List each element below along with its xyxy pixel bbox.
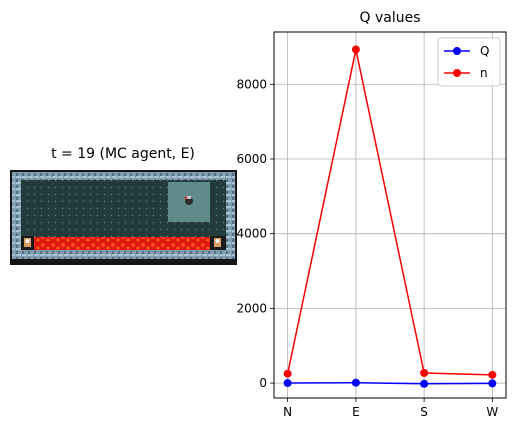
grid: [274, 32, 506, 398]
environment-title: t = 19 (MC agent, E): [51, 146, 195, 162]
data-point-Q: [420, 379, 429, 388]
legend-label-Q: Q: [480, 44, 489, 58]
wall-bottom: [12, 250, 235, 259]
wall-top: [12, 172, 235, 180]
data-point-n: [488, 370, 497, 379]
data-point-n: [420, 368, 429, 377]
x-tick-label: N: [283, 405, 292, 419]
legend-marker-Q: [453, 47, 461, 55]
y-tick-label: 2000: [236, 301, 267, 315]
y-tick-label: 0: [259, 376, 267, 390]
legend-box: [437, 37, 501, 87]
agent-icon: [184, 196, 193, 205]
legend: Qn: [437, 37, 501, 87]
environment-view: [10, 170, 237, 265]
plot-frame: [273, 31, 507, 399]
wall-right: [226, 172, 235, 259]
data-point-Q: [351, 378, 360, 387]
left-corner-tile: [21, 236, 34, 250]
data-point-Q: [488, 379, 497, 388]
y-tick-label: 4000: [236, 227, 267, 241]
lava-strip: [34, 237, 210, 250]
legend-label-n: n: [480, 66, 488, 80]
series: [283, 45, 497, 388]
y-tick-label: 8000: [236, 77, 267, 91]
x-tick-label: E: [352, 405, 360, 419]
series-line-Q: [287, 381, 493, 385]
data-point-n: [351, 45, 360, 54]
wall-left: [12, 172, 21, 259]
legend-marker-n: [453, 69, 461, 77]
right-corner-tile: [210, 236, 226, 250]
series-line-n: [286, 49, 493, 376]
x-tick-label: W: [486, 405, 498, 419]
y-tick-label: 6000: [236, 152, 267, 166]
data-point-n: [283, 369, 292, 378]
chart-title: Q values: [359, 10, 421, 26]
data-point-Q: [283, 379, 292, 388]
ticks: N E S W 0 2000 4000 6000 8000: [236, 77, 498, 419]
x-tick-label: S: [420, 405, 428, 419]
